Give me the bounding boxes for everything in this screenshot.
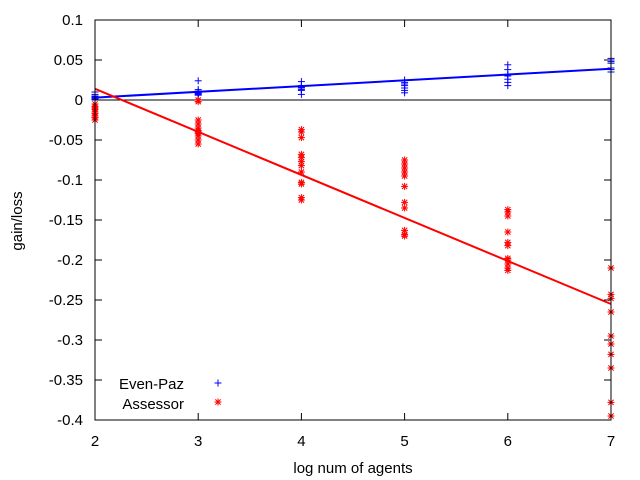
y-tick-label: 0.1 — [62, 12, 83, 29]
y-axis-label: gain/loss — [9, 191, 26, 250]
point-assessor — [297, 162, 305, 170]
point-assessor — [297, 180, 305, 188]
point-assessor — [401, 182, 409, 190]
y-tick-label: 0.05 — [54, 52, 83, 69]
plot-border — [94, 19, 612, 421]
legend-label-assessor: Assessor — [122, 396, 184, 413]
point-assessor — [504, 212, 512, 220]
y-tick-label: -0.35 — [49, 372, 83, 389]
point-even-paz — [401, 89, 409, 97]
legend-marker-even-paz — [214, 379, 222, 387]
fit-line-layer — [94, 67, 612, 305]
legend-marker-symbol-assessor — [214, 398, 222, 406]
x-tick-label: 7 — [607, 433, 615, 450]
point-assessor — [194, 140, 202, 148]
point-assessor — [401, 204, 409, 212]
y-tick-label: -0.25 — [49, 292, 83, 309]
point-assessor — [401, 232, 409, 240]
legend-marker-symbol-even-paz — [214, 379, 222, 387]
x-tick-label: 2 — [91, 433, 99, 450]
point-assessor — [504, 242, 512, 250]
legend: Even-Paz Assessor — [119, 376, 222, 413]
tick-labels-layer: 2 3 4 5 6 7 0.1 0.05 0 -0.05 -0.1 -0.15 -0.2 -0.25 -0.… — [49, 12, 615, 450]
y-tick-label: 0 — [75, 92, 83, 109]
x-tick-label: 6 — [504, 433, 512, 450]
legend-marker-assessor — [214, 398, 222, 406]
point-assessor — [194, 98, 202, 106]
point-assessor — [504, 228, 512, 236]
point-even-paz — [504, 82, 512, 90]
point-assessor — [297, 134, 305, 142]
y-tick-label: -0.05 — [49, 132, 83, 149]
y-tick-label: -0.4 — [57, 412, 83, 429]
point-even-paz — [297, 90, 305, 98]
y-tick-label: -0.15 — [49, 212, 83, 229]
y-tick-label: -0.1 — [57, 172, 83, 189]
point-assessor — [297, 128, 305, 136]
y-tick-label: -0.3 — [57, 332, 83, 349]
point-assessor — [504, 266, 512, 274]
point-assessor — [297, 196, 305, 204]
point-assessor — [297, 168, 305, 176]
point-assessor — [401, 172, 409, 180]
x-axis-label: log num of agents — [293, 460, 412, 477]
point-even-paz — [194, 77, 202, 85]
plot-frame — [94, 19, 612, 421]
fit-line-even-paz — [94, 67, 612, 99]
fit-line-assessor — [94, 87, 612, 305]
points-layer — [91, 54, 615, 420]
ticks-layer — [94, 19, 612, 421]
x-tick-label: 3 — [194, 433, 202, 450]
y-tick-label: -0.2 — [57, 252, 83, 269]
x-tick-label: 5 — [400, 433, 408, 450]
legend-label-even-paz: Even-Paz — [119, 376, 184, 393]
x-tick-label: 4 — [297, 433, 305, 450]
